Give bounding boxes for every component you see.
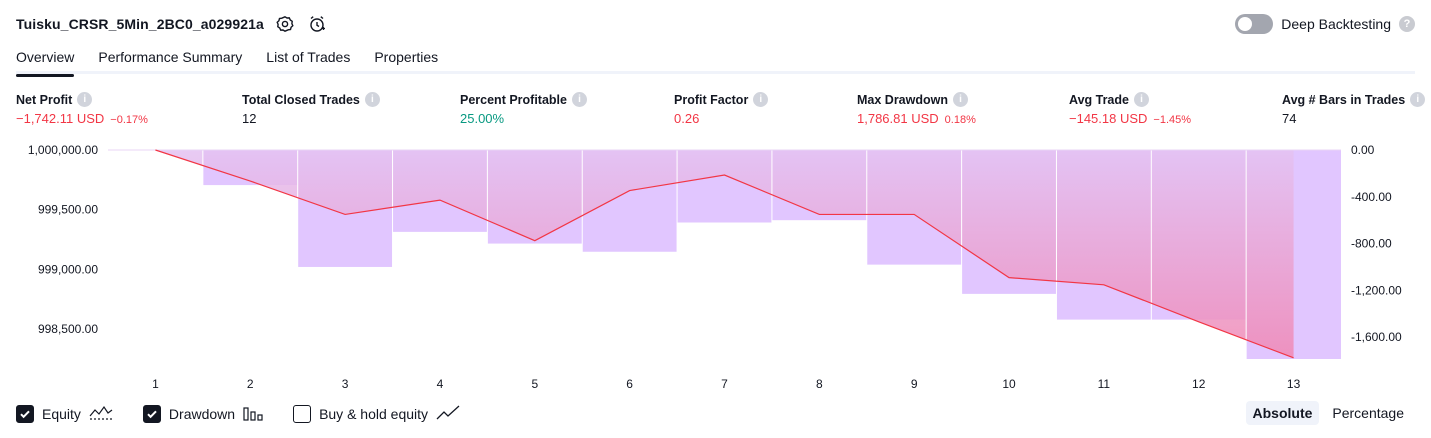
stat-percent-profitable: Percent Profitable i 25.00%: [460, 92, 587, 126]
stat-percent: −1.45%: [1153, 114, 1192, 126]
stat-label: Avg Trade: [1069, 92, 1129, 107]
x-axis-tick: 6: [626, 377, 633, 391]
tab-bar: Overview Performance Summary List of Tra…: [16, 44, 1415, 77]
tab-list-of-trades[interactable]: List of Trades: [266, 49, 351, 65]
settings-gear-icon[interactable]: [274, 13, 296, 35]
legend-equity[interactable]: Equity: [16, 405, 113, 424]
stat-label: Max Drawdown: [857, 92, 948, 107]
x-axis-tick: 10: [1002, 377, 1016, 391]
legend-drawdown[interactable]: Drawdown: [142, 405, 263, 424]
x-axis-tick: 3: [342, 377, 349, 391]
info-icon[interactable]: i: [1410, 92, 1426, 107]
x-axis-tick: 9: [911, 377, 918, 391]
stat-net-profit: Net Profit i −1,742.11 USD −0.17%: [16, 92, 148, 126]
right-axis-tick: -1,600.00: [1351, 330, 1402, 344]
stat-label: Avg # Bars in Trades: [1282, 92, 1406, 107]
drawdown-bars-icon: [243, 405, 263, 424]
left-axis-tick: 998,500.00: [38, 322, 98, 336]
stat-value: 25.00%: [460, 111, 505, 126]
deep-backtesting-label: Deep Backtesting: [1281, 16, 1391, 32]
strategy-name: Tuisku_CRSR_5Min_2BC0_a029921a: [16, 16, 264, 32]
legend-label: Equity: [42, 406, 81, 422]
info-icon[interactable]: i: [571, 92, 587, 107]
absolute-button[interactable]: Absolute: [1245, 401, 1320, 425]
x-axis-tick: 7: [721, 377, 728, 391]
info-icon[interactable]: i: [364, 92, 380, 107]
scale-mode-switch: Absolute Percentage: [1245, 401, 1412, 425]
deep-backtesting-toggle[interactable]: [1235, 14, 1274, 34]
right-axis-tick: -400.00: [1351, 190, 1392, 204]
x-axis-tick: 8: [816, 377, 823, 391]
stat-profit-factor: Profit Factor i 0.26: [674, 92, 769, 126]
right-axis-tick: -1,200.00: [1351, 283, 1402, 297]
x-axis-tick: 11: [1098, 377, 1111, 391]
x-axis-tick: 1: [152, 377, 159, 391]
help-icon[interactable]: ?: [1399, 16, 1415, 32]
x-axis-tick: 2: [247, 377, 254, 391]
strategy-header: Tuisku_CRSR_5Min_2BC0_a029921a: [16, 12, 328, 36]
percentage-button[interactable]: Percentage: [1332, 405, 1404, 421]
deep-backtesting: Deep Backtesting ?: [1235, 12, 1415, 36]
left-axis-tick: 999,000.00: [38, 262, 98, 276]
stat-value: −145.18 USD: [1069, 111, 1148, 126]
legend-label: Drawdown: [168, 406, 236, 422]
trend-line-icon: [436, 405, 460, 424]
stat-avg-bars-in-trades: Avg # Bars in Trades i 74: [1282, 92, 1426, 126]
stat-avg-trade: Avg Trade i −145.18 USD −1.45%: [1069, 92, 1191, 126]
stat-percent: 0.18%: [944, 114, 976, 126]
stat-percent: −0.17%: [110, 114, 148, 126]
buy-hold-checkbox[interactable]: [293, 405, 312, 423]
tab-properties[interactable]: Properties: [374, 49, 439, 65]
stat-value: 1,786.81 USD: [857, 111, 939, 126]
tab-performance-summary[interactable]: Performance Summary: [98, 49, 243, 65]
stat-label: Net Profit: [16, 92, 73, 107]
stat-label: Total Closed Trades: [242, 92, 360, 107]
right-axis-tick: 0.00: [1351, 143, 1375, 157]
stat-max-drawdown: Max Drawdown i 1,786.81 USD 0.18%: [857, 92, 976, 126]
equity-wave-icon: [89, 405, 113, 424]
equity-line: [155, 149, 1294, 359]
stat-total-closed-trades: Total Closed Trades i 12: [242, 92, 380, 126]
stat-value: −1,742.11 USD: [16, 111, 105, 126]
x-axis-tick: 5: [531, 377, 538, 391]
equity-chart-svg: 1,000,000.00 999,500.00 999,000.00 998,500.…: [28, 143, 1402, 391]
x-axis-tick: 4: [437, 377, 444, 391]
stat-value: 74: [1282, 111, 1297, 126]
equity-checkbox[interactable]: [16, 405, 34, 423]
info-icon[interactable]: i: [77, 92, 93, 107]
stat-value: 0.26: [674, 111, 700, 126]
chart-legend: Equity Drawdown Buy & hold equity: [16, 403, 460, 425]
toggle-knob: [1238, 17, 1253, 31]
stat-value: 12: [242, 111, 257, 126]
stat-label: Percent Profitable: [460, 92, 567, 107]
right-axis-tick: -800.00: [1351, 237, 1392, 251]
info-icon[interactable]: i: [753, 92, 769, 107]
drawdown-checkbox[interactable]: [142, 405, 161, 423]
x-axis-tick: 12: [1192, 377, 1206, 391]
stats-row: Net Profit i −1,742.11 USD −0.17% Total Cl…: [16, 92, 1426, 132]
info-icon[interactable]: i: [953, 92, 968, 107]
legend-label: Buy & hold equity: [319, 406, 429, 422]
equity-area: [155, 150, 1294, 358]
info-icon[interactable]: i: [1133, 92, 1149, 107]
x-axis-tick: 13: [1287, 377, 1301, 391]
left-axis-tick: 1,000,000.00: [28, 143, 98, 157]
left-axis-tick: 999,500.00: [38, 203, 98, 217]
equity-chart[interactable]: 1,000,000.00 999,500.00 999,000.00 998,500.…: [0, 140, 1431, 400]
legend-buy-hold[interactable]: Buy & hold equity: [293, 405, 460, 424]
tab-overview[interactable]: Overview: [16, 44, 75, 77]
stat-label: Profit Factor: [674, 92, 749, 107]
alarm-clock-add-icon[interactable]: [306, 13, 328, 35]
